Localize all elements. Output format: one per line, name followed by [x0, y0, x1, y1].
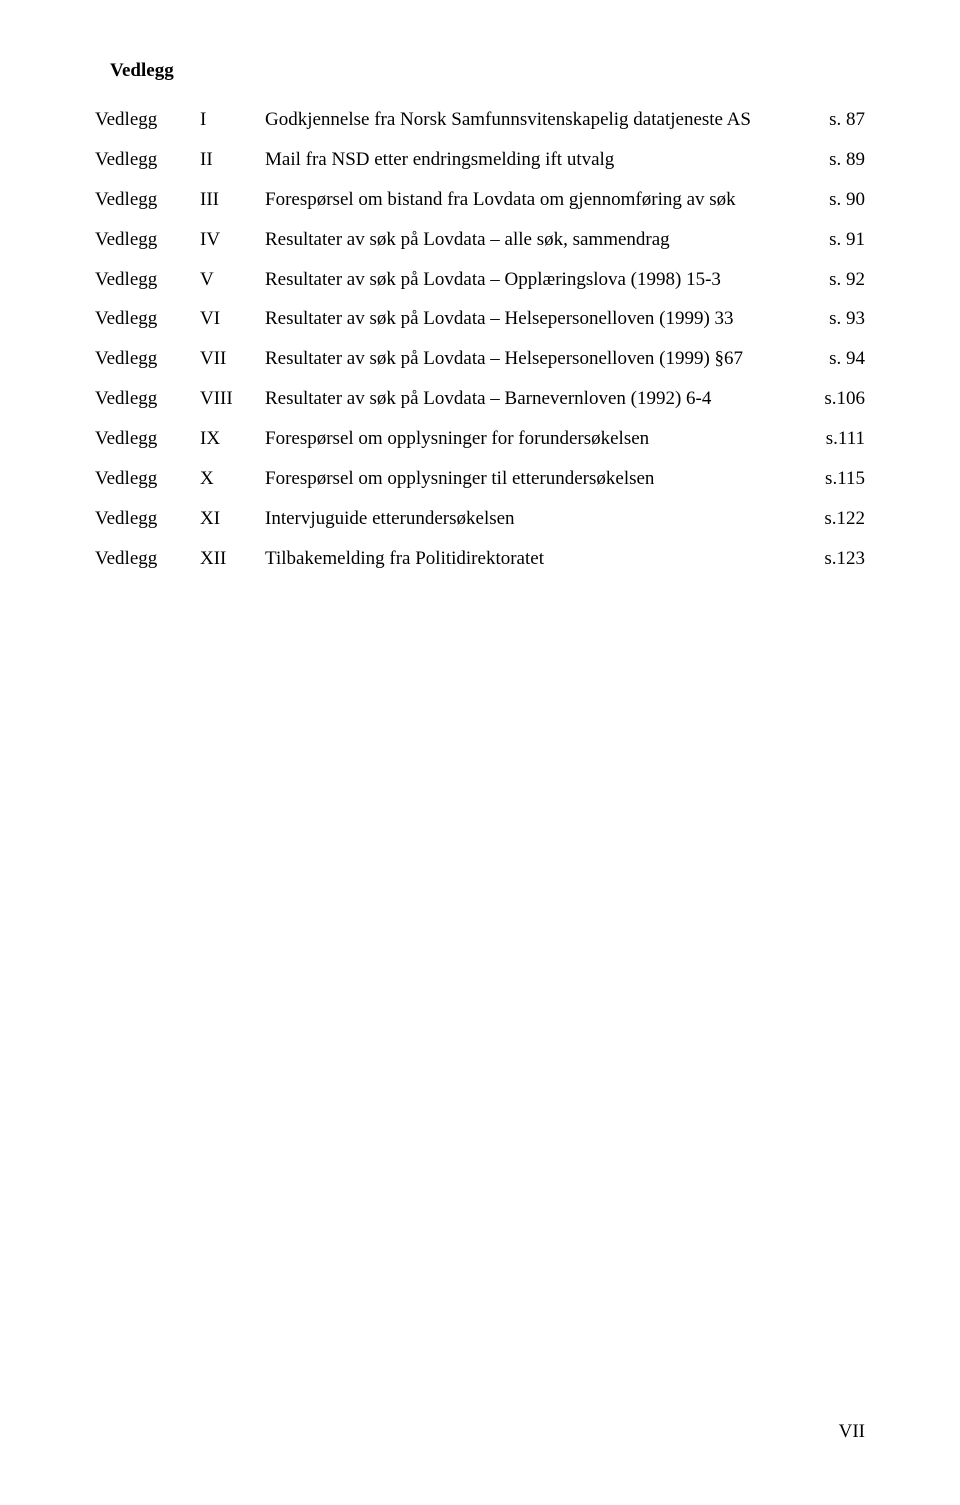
toc-row-page: s. 93: [810, 299, 865, 339]
toc-row-label: Vedlegg: [95, 499, 200, 539]
toc-row-page: s. 94: [810, 339, 865, 379]
toc-row-description: Resultater av søk på Lovdata – Helsepers…: [265, 339, 810, 379]
toc-row-number: I: [200, 100, 265, 140]
toc-row-label: Vedlegg: [95, 140, 200, 180]
toc-row-label: Vedlegg: [95, 419, 200, 459]
toc-row: VedleggIXForespørsel om opplysninger for…: [95, 419, 865, 459]
toc-row-page: s. 90: [810, 180, 865, 220]
toc-row: VedleggXIITilbakemelding fra Politidirek…: [95, 539, 865, 579]
toc-row: VedleggIVResultater av søk på Lovdata – …: [95, 220, 865, 260]
toc-row-number: III: [200, 180, 265, 220]
toc-row-label: Vedlegg: [95, 180, 200, 220]
toc-row: VedleggVIIIResultater av søk på Lovdata …: [95, 379, 865, 419]
toc-row-page: s. 91: [810, 220, 865, 260]
toc-row-description: Intervjuguide etterundersøkelsen: [265, 499, 810, 539]
toc-row-page: s. 92: [810, 260, 865, 300]
toc-row: VedleggXIIntervjuguide etterundersøkelse…: [95, 499, 865, 539]
toc-row-label: Vedlegg: [95, 379, 200, 419]
toc-row-page: s.115: [810, 459, 865, 499]
toc-row-label: Vedlegg: [95, 339, 200, 379]
toc-row-number: II: [200, 140, 265, 180]
toc-row-label: Vedlegg: [95, 299, 200, 339]
toc-row-description: Resultater av søk på Lovdata – Barnevern…: [265, 379, 810, 419]
toc-row-label: Vedlegg: [95, 539, 200, 579]
toc-row-label: Vedlegg: [95, 220, 200, 260]
toc-row: VedleggXForespørsel om opplysninger til …: [95, 459, 865, 499]
toc-row-number: VIII: [200, 379, 265, 419]
toc-row-description: Tilbakemelding fra Politidirektoratet: [265, 539, 810, 579]
section-heading: Vedlegg: [110, 60, 865, 82]
toc-row: VedleggVIResultater av søk på Lovdata – …: [95, 299, 865, 339]
toc-row-description: Forespørsel om bistand fra Lovdata om gj…: [265, 180, 810, 220]
toc-row-number: V: [200, 260, 265, 300]
toc-row-description: Resultater av søk på Lovdata – Helsepers…: [265, 299, 810, 339]
toc-row-page: s.122: [810, 499, 865, 539]
toc-row-page: s.111: [810, 419, 865, 459]
toc-row-page: s. 87: [810, 100, 865, 140]
toc-row-number: XI: [200, 499, 265, 539]
toc-row: VedleggIGodkjennelse fra Norsk Samfunnsv…: [95, 100, 865, 140]
toc-row-page: s.106: [810, 379, 865, 419]
toc-row-label: Vedlegg: [95, 260, 200, 300]
page-number: VII: [839, 1421, 865, 1443]
toc-row-number: X: [200, 459, 265, 499]
toc-row-label: Vedlegg: [95, 100, 200, 140]
toc-row-page: s.123: [810, 539, 865, 579]
toc-row-number: XII: [200, 539, 265, 579]
toc-row: VedleggIIMail fra NSD etter endringsmeld…: [95, 140, 865, 180]
toc-row: VedleggVResultater av søk på Lovdata – O…: [95, 260, 865, 300]
toc-row-number: VI: [200, 299, 265, 339]
toc-row-label: Vedlegg: [95, 459, 200, 499]
toc-list: VedleggIGodkjennelse fra Norsk Samfunnsv…: [95, 100, 865, 579]
toc-row-description: Forespørsel om opplysninger til etterund…: [265, 459, 810, 499]
toc-row: VedleggVIIResultater av søk på Lovdata –…: [95, 339, 865, 379]
toc-row-number: VII: [200, 339, 265, 379]
toc-row-description: Resultater av søk på Lovdata – alle søk,…: [265, 220, 810, 260]
toc-row-page: s. 89: [810, 140, 865, 180]
toc-row-description: Resultater av søk på Lovdata – Opplæring…: [265, 260, 810, 300]
toc-row: VedleggIIIForespørsel om bistand fra Lov…: [95, 180, 865, 220]
toc-row-number: IV: [200, 220, 265, 260]
toc-row-description: Mail fra NSD etter endringsmelding ift u…: [265, 140, 810, 180]
toc-row-number: IX: [200, 419, 265, 459]
toc-row-description: Godkjennelse fra Norsk Samfunnsvitenskap…: [265, 100, 810, 140]
toc-row-description: Forespørsel om opplysninger for forunder…: [265, 419, 810, 459]
